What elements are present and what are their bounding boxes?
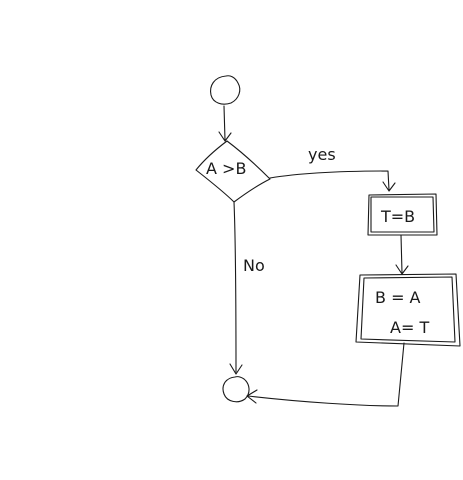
- start-node: [210, 75, 241, 105]
- process-2-line2: A= T: [390, 318, 429, 337]
- return-line: [247, 342, 405, 407]
- no-branch-line: [233, 201, 237, 373]
- yes-branch-arrowhead: [382, 181, 396, 192]
- end-node: [222, 376, 250, 403]
- process-1-label: T=B: [380, 207, 415, 226]
- no-label: No: [243, 256, 265, 275]
- decision-label: A >B: [206, 159, 246, 178]
- arrow-start-to-decision: [223, 105, 226, 141]
- yes-branch-line: [269, 170, 390, 191]
- process-box-2-inner: [360, 276, 456, 343]
- process-2-line1: B = A: [375, 288, 421, 307]
- return-arrowhead: [246, 389, 258, 404]
- process-box-1-inner: [370, 196, 435, 233]
- arrow-start-to-decision-head: [218, 131, 232, 142]
- process-box-1: [367, 193, 438, 236]
- no-branch-arrowhead: [229, 363, 243, 375]
- arrow-box1-to-box2-head: [395, 264, 409, 275]
- yes-label: yes: [308, 145, 336, 164]
- process-box-2: [355, 273, 461, 347]
- arrow-box1-to-box2: [400, 234, 403, 274]
